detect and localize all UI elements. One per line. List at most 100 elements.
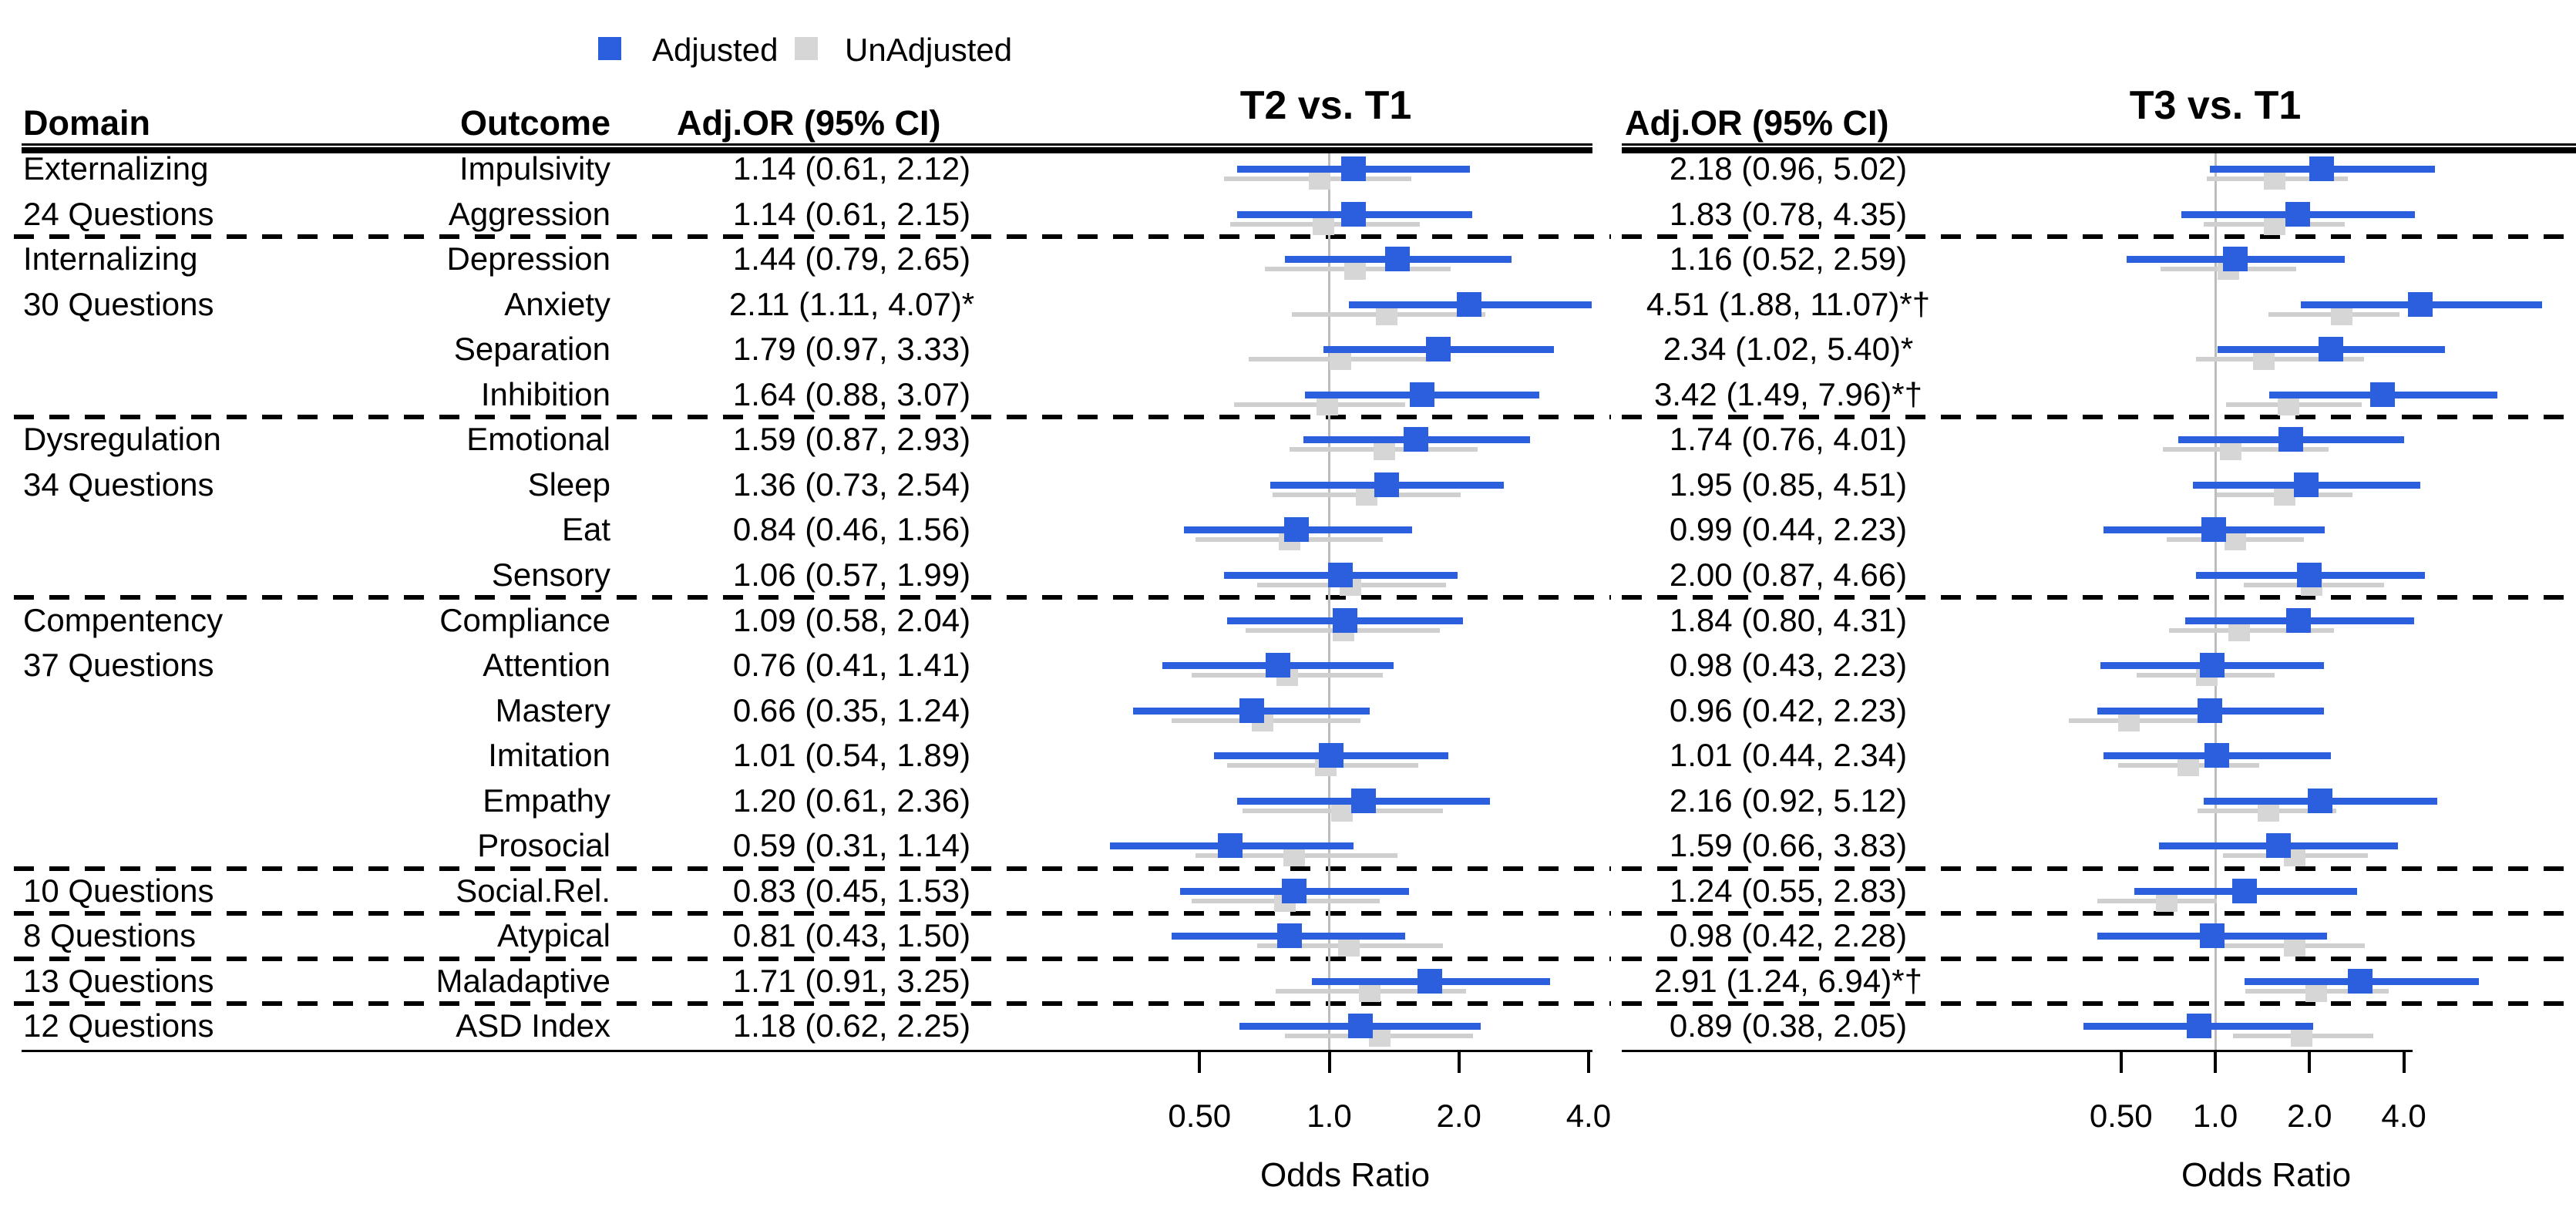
t3-adjusted-marker <box>2307 788 2332 813</box>
t3-or-ci-label: 2.91 (1.24, 6.94)*† <box>1654 962 1922 999</box>
t3-or-ci-label: 3.42 (1.49, 7.96)*† <box>1654 375 1922 412</box>
t3-adjusted-marker <box>2407 291 2433 317</box>
domain-label: 37 Questions <box>23 647 214 684</box>
domain-label: 13 Questions <box>23 962 214 999</box>
domain-separator <box>14 866 1611 871</box>
t3-or-ci-label: 1.95 (0.85, 4.51) <box>1669 466 1908 503</box>
domain-separator <box>14 911 1611 916</box>
t2-or-ci-label: 0.59 (0.31, 1.14) <box>732 827 971 864</box>
domain-separator <box>1622 956 2576 961</box>
outcome-label: Social.Rel. <box>456 872 610 909</box>
t2-axis-tick <box>1586 1050 1590 1073</box>
domain-label: 30 Questions <box>23 285 214 322</box>
t3-axis-tick <box>2119 1050 2123 1073</box>
outcome-label: Separation <box>453 331 610 368</box>
t2-adjusted-marker <box>1239 698 1264 723</box>
t2-axis-label: Odds Ratio <box>1259 1156 1431 1194</box>
t2-adjusted-marker <box>1327 562 1353 587</box>
t2-reference-line <box>1328 153 1330 1050</box>
t2-adjusted-marker <box>1409 382 1434 407</box>
domain-label: 12 Questions <box>23 1007 214 1044</box>
domain-separator <box>1622 866 2576 871</box>
t2-or-ci-label: 1.18 (0.62, 2.25) <box>732 1007 971 1044</box>
t2-adjusted-marker <box>1218 833 1243 859</box>
domain-separator <box>1622 234 2576 239</box>
outcome-label: Emotional <box>466 421 610 458</box>
t2-axis-tick-label: 1.0 <box>1306 1098 1352 1134</box>
domain-separator <box>14 234 1611 239</box>
t3-adjusted-marker <box>2197 698 2222 723</box>
t3-adjusted-marker <box>2278 427 2303 452</box>
outcome-label: Prosocial <box>477 827 610 864</box>
t2-adjusted-marker <box>1282 878 1307 903</box>
t3-adjusted-marker <box>2265 833 2291 859</box>
bottom-rule-right <box>1622 1050 2413 1052</box>
outcome-label: Mastery <box>495 691 610 728</box>
outcome-label: Attention <box>483 647 610 684</box>
t2-or-ci-label: 1.79 (0.97, 3.33) <box>732 331 971 368</box>
domain-label: Internalizing <box>23 240 198 277</box>
t3-adjusted-marker <box>2309 156 2334 181</box>
t3-axis-tick <box>2402 1050 2406 1073</box>
t3-adjusted-marker <box>2348 968 2373 994</box>
t2-or-ci-label: 1.09 (0.58, 2.04) <box>732 601 971 638</box>
t2-or-ci-label: 0.84 (0.46, 1.56) <box>732 511 971 548</box>
t2-adjusted-marker <box>1341 201 1367 227</box>
domain-separator <box>14 595 1611 600</box>
t3-axis-tick <box>2214 1050 2217 1073</box>
t3-adjusted-marker <box>2200 923 2225 949</box>
legend-unadjusted-label: UnAdjusted <box>845 32 1013 68</box>
t3-axis-tick-label: 1.0 <box>2192 1098 2238 1134</box>
outcome-label: Impulsivity <box>459 150 610 187</box>
domain-separator <box>1622 595 2576 600</box>
t3-or-ci-label: 0.98 (0.42, 2.28) <box>1669 917 1908 954</box>
t2-or-ci-label: 1.44 (0.79, 2.65) <box>732 240 971 277</box>
t2-adjusted-marker <box>1384 247 1410 272</box>
column-header-or-left: Adj.OR (95% CI) <box>677 103 941 143</box>
t3-adjusted-marker <box>2285 607 2311 633</box>
t3-or-ci-label: 1.01 (0.44, 2.34) <box>1669 737 1908 774</box>
t3-reference-line <box>2214 153 2217 1050</box>
t3-adjusted-marker <box>2201 517 2227 543</box>
outcome-label: Eat <box>561 511 610 548</box>
outcome-label: ASD Index <box>456 1007 610 1044</box>
t2-or-ci-label: 1.59 (0.87, 2.93) <box>732 421 971 458</box>
t3-or-ci-label: 2.00 (0.87, 4.66) <box>1669 556 1908 593</box>
domain-separator <box>1622 415 2576 420</box>
t2-or-ci-label: 1.14 (0.61, 2.15) <box>732 195 971 232</box>
outcome-label: Imitation <box>488 737 610 774</box>
outcome-label: Anxiety <box>504 285 610 322</box>
t3-or-ci-label: 2.34 (1.02, 5.40)* <box>1663 331 1914 368</box>
unadjusted-swatch-icon <box>795 37 818 60</box>
domain-label: 24 Questions <box>23 195 214 232</box>
outcome-label: Compliance <box>439 601 610 638</box>
t2-adjusted-marker <box>1347 1014 1373 1039</box>
t2-axis-tick-label: 0.50 <box>1168 1098 1232 1134</box>
domain-separator <box>14 1001 1611 1007</box>
t3-or-ci-label: 1.74 (0.76, 4.01) <box>1669 421 1908 458</box>
panel-title-t2: T2 vs. T1 <box>1239 83 1412 128</box>
t3-or-ci-label: 1.84 (0.80, 4.31) <box>1669 601 1908 638</box>
legend-adjusted-label: Adjusted <box>652 32 779 68</box>
t2-or-ci-label: 1.06 (0.57, 1.99) <box>732 556 971 593</box>
t3-unadjusted-ci <box>2196 357 2364 362</box>
column-header-outcome: Outcome <box>459 103 610 143</box>
column-header-domain: Domain <box>23 103 151 143</box>
t2-or-ci-label: 0.66 (0.35, 1.24) <box>732 691 971 728</box>
t3-adjusted-marker <box>2204 743 2229 768</box>
t2-adjusted-marker <box>1318 743 1343 768</box>
panel-title-t3: T3 vs. T1 <box>2129 83 2302 128</box>
t2-adjusted-marker <box>1404 427 1429 452</box>
t3-axis-tick-label: 4.0 <box>2381 1098 2426 1134</box>
t3-axis-tick <box>2308 1050 2312 1073</box>
t2-adjusted-marker <box>1265 653 1290 678</box>
outcome-label: Maladaptive <box>435 962 610 999</box>
outcome-label: Inhibition <box>480 375 610 412</box>
t3-adjusted-marker <box>2285 201 2310 227</box>
adjusted-swatch-icon <box>598 37 621 60</box>
t3-or-ci-label: 0.99 (0.44, 2.23) <box>1669 511 1908 548</box>
t2-or-ci-label: 0.76 (0.41, 1.41) <box>732 647 971 684</box>
t3-or-ci-label: 1.83 (0.78, 4.35) <box>1669 195 1908 232</box>
domain-label: Dysregulation <box>23 421 221 458</box>
t2-axis-tick-label: 4.0 <box>1565 1098 1612 1134</box>
